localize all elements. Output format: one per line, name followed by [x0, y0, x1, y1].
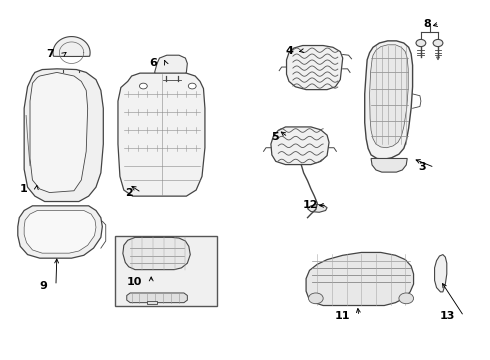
- Text: 10: 10: [127, 277, 143, 287]
- Text: 12: 12: [303, 200, 318, 210]
- Text: 5: 5: [271, 132, 279, 142]
- Polygon shape: [308, 204, 327, 212]
- Polygon shape: [53, 37, 90, 57]
- Polygon shape: [18, 206, 102, 258]
- Text: 7: 7: [47, 49, 54, 59]
- Polygon shape: [371, 158, 407, 172]
- Polygon shape: [147, 301, 157, 305]
- Text: 1: 1: [20, 184, 27, 194]
- Polygon shape: [155, 55, 187, 76]
- Polygon shape: [437, 57, 440, 60]
- Circle shape: [140, 83, 147, 89]
- Polygon shape: [127, 293, 187, 303]
- Polygon shape: [365, 41, 413, 159]
- Text: 13: 13: [440, 311, 455, 321]
- Text: 4: 4: [286, 46, 294, 56]
- Polygon shape: [369, 45, 408, 148]
- Circle shape: [188, 83, 196, 89]
- Polygon shape: [271, 127, 329, 165]
- Text: 9: 9: [39, 281, 47, 291]
- Text: 8: 8: [423, 19, 431, 29]
- Polygon shape: [30, 72, 88, 193]
- Polygon shape: [287, 45, 343, 90]
- Text: 2: 2: [125, 188, 133, 198]
- Polygon shape: [306, 252, 414, 306]
- Text: 3: 3: [418, 162, 426, 172]
- Polygon shape: [24, 69, 103, 202]
- Polygon shape: [435, 255, 447, 292]
- Polygon shape: [123, 237, 190, 270]
- Polygon shape: [118, 73, 205, 196]
- Circle shape: [399, 293, 414, 304]
- Circle shape: [416, 40, 426, 46]
- Polygon shape: [24, 211, 96, 253]
- Circle shape: [309, 293, 323, 304]
- Text: 11: 11: [335, 311, 350, 321]
- Bar: [115, 236, 217, 306]
- Text: 6: 6: [149, 58, 157, 68]
- Circle shape: [433, 40, 443, 46]
